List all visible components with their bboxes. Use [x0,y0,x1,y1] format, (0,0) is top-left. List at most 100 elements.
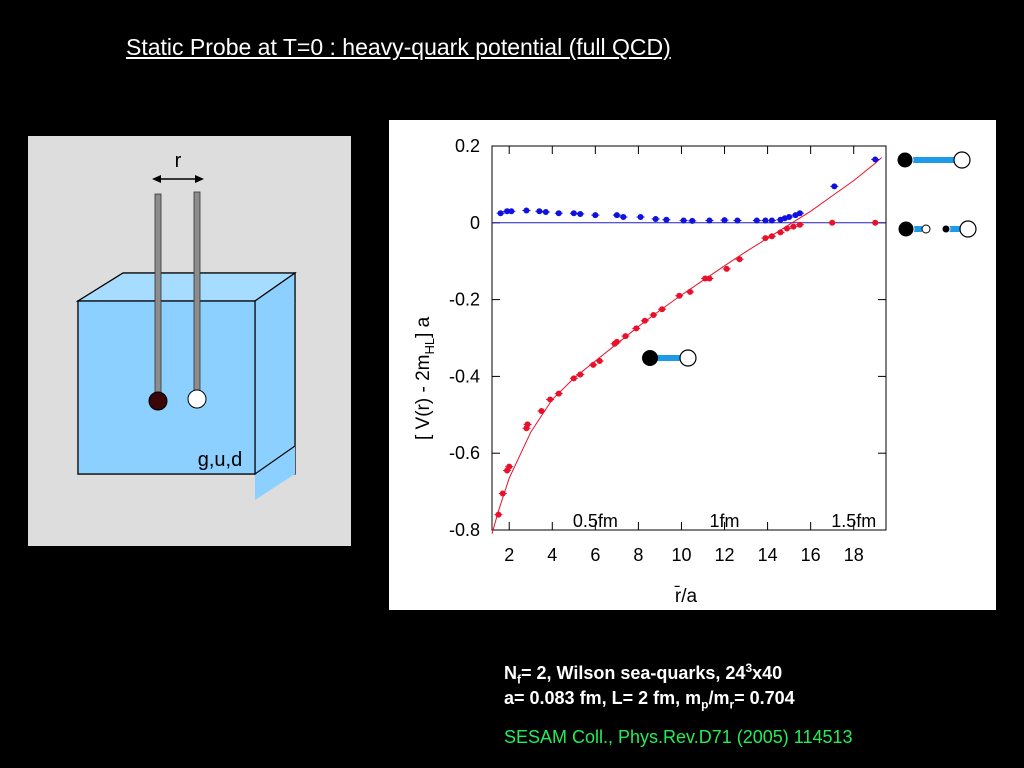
red-data-point [777,229,784,236]
red-data-point [736,256,743,263]
x-tick-label: 6 [590,545,600,565]
x-axis-label: r̄/a [674,586,697,607]
quark-ball [148,391,168,411]
blue-data-point [762,217,769,224]
lattice-params-line-2: a= 0.083 fm, L= 2 fm, mp/mr= 0.704 [504,688,795,712]
cube-side [254,271,296,476]
red-data-point [577,371,584,378]
blue-data-point [768,217,775,224]
red-data-point [622,333,629,340]
red-data-point [650,311,657,318]
red-data-point [702,275,709,282]
red-data-point [783,225,790,232]
x-tick-label: 14 [758,545,778,565]
blue-data-point [592,212,599,219]
x-tick-label: 8 [633,545,643,565]
chart-panel: 2 4 6 8 10 12 14 16 18 0.2 0 -0.2 -0.4 -0.6 -0.8 0.5fm… [389,120,996,610]
blue-data-point [497,210,504,217]
y-axis-label-main: [ V(r) - 2m [413,355,434,441]
blue-data-point [577,210,584,217]
citation-reference: SESAM Coll., Phys.Rev.D71 (2005) 114513 [504,727,853,747]
red-data-point [659,306,666,313]
fm-label: 0.5fm [573,511,618,531]
x-tick-label: 18 [844,545,864,565]
fm-label: 1.5fm [831,511,876,531]
red-data-point [687,288,694,295]
probe-illustration: r g,u,d [28,136,351,546]
y-tick-label: -0.4 [449,366,480,386]
red-data-point [506,463,513,470]
blue-data-point [680,217,687,224]
blue-data-point [721,217,728,224]
fit-curve [491,157,883,534]
blue-data-point [786,214,793,221]
red-data-point [570,375,577,382]
y-axis-label-tail: ] a [413,316,434,338]
red-data-point [596,358,603,365]
blue-data-point [613,212,620,219]
blue-data-point [555,210,562,217]
side-glyphs [896,151,977,238]
blue-data-point [637,214,644,221]
y-tick-label: 0 [470,213,480,233]
red-data-point [590,361,597,368]
y-tick-label: -0.6 [449,443,480,463]
red-data-point [499,490,506,497]
blue-data-point [536,208,543,215]
blue-data-point [734,217,741,224]
red-data-point [547,396,554,403]
arrow-head-left [152,175,161,183]
red-data-point [524,421,531,428]
blue-data-point [570,210,577,217]
blue-data-point [796,210,803,217]
blue-data-point [504,208,511,215]
red-data-point [676,292,683,299]
blue-data-point [663,216,670,223]
red-data-point [633,325,640,332]
y-tick-label: -0.2 [449,290,480,310]
x-tick-label: 4 [547,545,557,565]
red-data-point [538,407,545,414]
blue-data-point [508,208,515,215]
blue-data-point [706,217,713,224]
y-axis-label-sub: HL [422,338,437,355]
red-data-point [495,511,502,518]
blue-data-point [620,214,627,221]
blue-data-point [652,215,659,222]
separation-label: r [175,150,182,172]
x-tick-label: 16 [801,545,821,565]
plot-frame [491,145,887,531]
broken-string-glyph [897,220,977,238]
y-axis-label: [ V(r) - 2mHL] a [413,316,437,440]
red-data-point [555,390,562,397]
y-tick-label: -0.8 [449,520,480,540]
medium-label: g,u,d [198,449,242,471]
red-data-point [790,223,797,230]
red-data-point [723,265,730,272]
left-probe-rod [154,193,162,401]
blue-data-point [753,217,760,224]
x-tick-label: 10 [671,545,691,565]
blue-data-point [831,183,838,190]
blue-data-point [872,156,879,163]
slide-title: Static Probe at T=0 : heavy-quark potent… [126,34,671,60]
potential-chart: 2 4 6 8 10 12 14 16 18 0.2 0 -0.2 -0.4 -0.6 -0.8 0.5fm… [413,136,887,607]
right-probe-rod [193,191,201,399]
probe-drawing: r g,u,d [75,150,297,500]
blue-data-point [542,209,549,216]
x-tick-label: 12 [715,545,735,565]
red-data-point [641,317,648,324]
lattice-params-line-1: Nf= 2, Wilson sea-quarks, 243x40 [504,661,783,687]
red-data-point [613,338,620,345]
red-data-point [762,235,769,242]
red-data-point [796,221,803,228]
antiquark-ball [187,389,207,409]
red-data-point [829,219,836,226]
red-data-point [872,219,879,226]
string-glyph-main [642,349,697,367]
x-tick-label: 2 [504,545,514,565]
red-data-point [706,275,713,282]
red-data-point [768,233,775,240]
blue-data-point [523,207,530,214]
fm-label: 1fm [710,511,740,531]
